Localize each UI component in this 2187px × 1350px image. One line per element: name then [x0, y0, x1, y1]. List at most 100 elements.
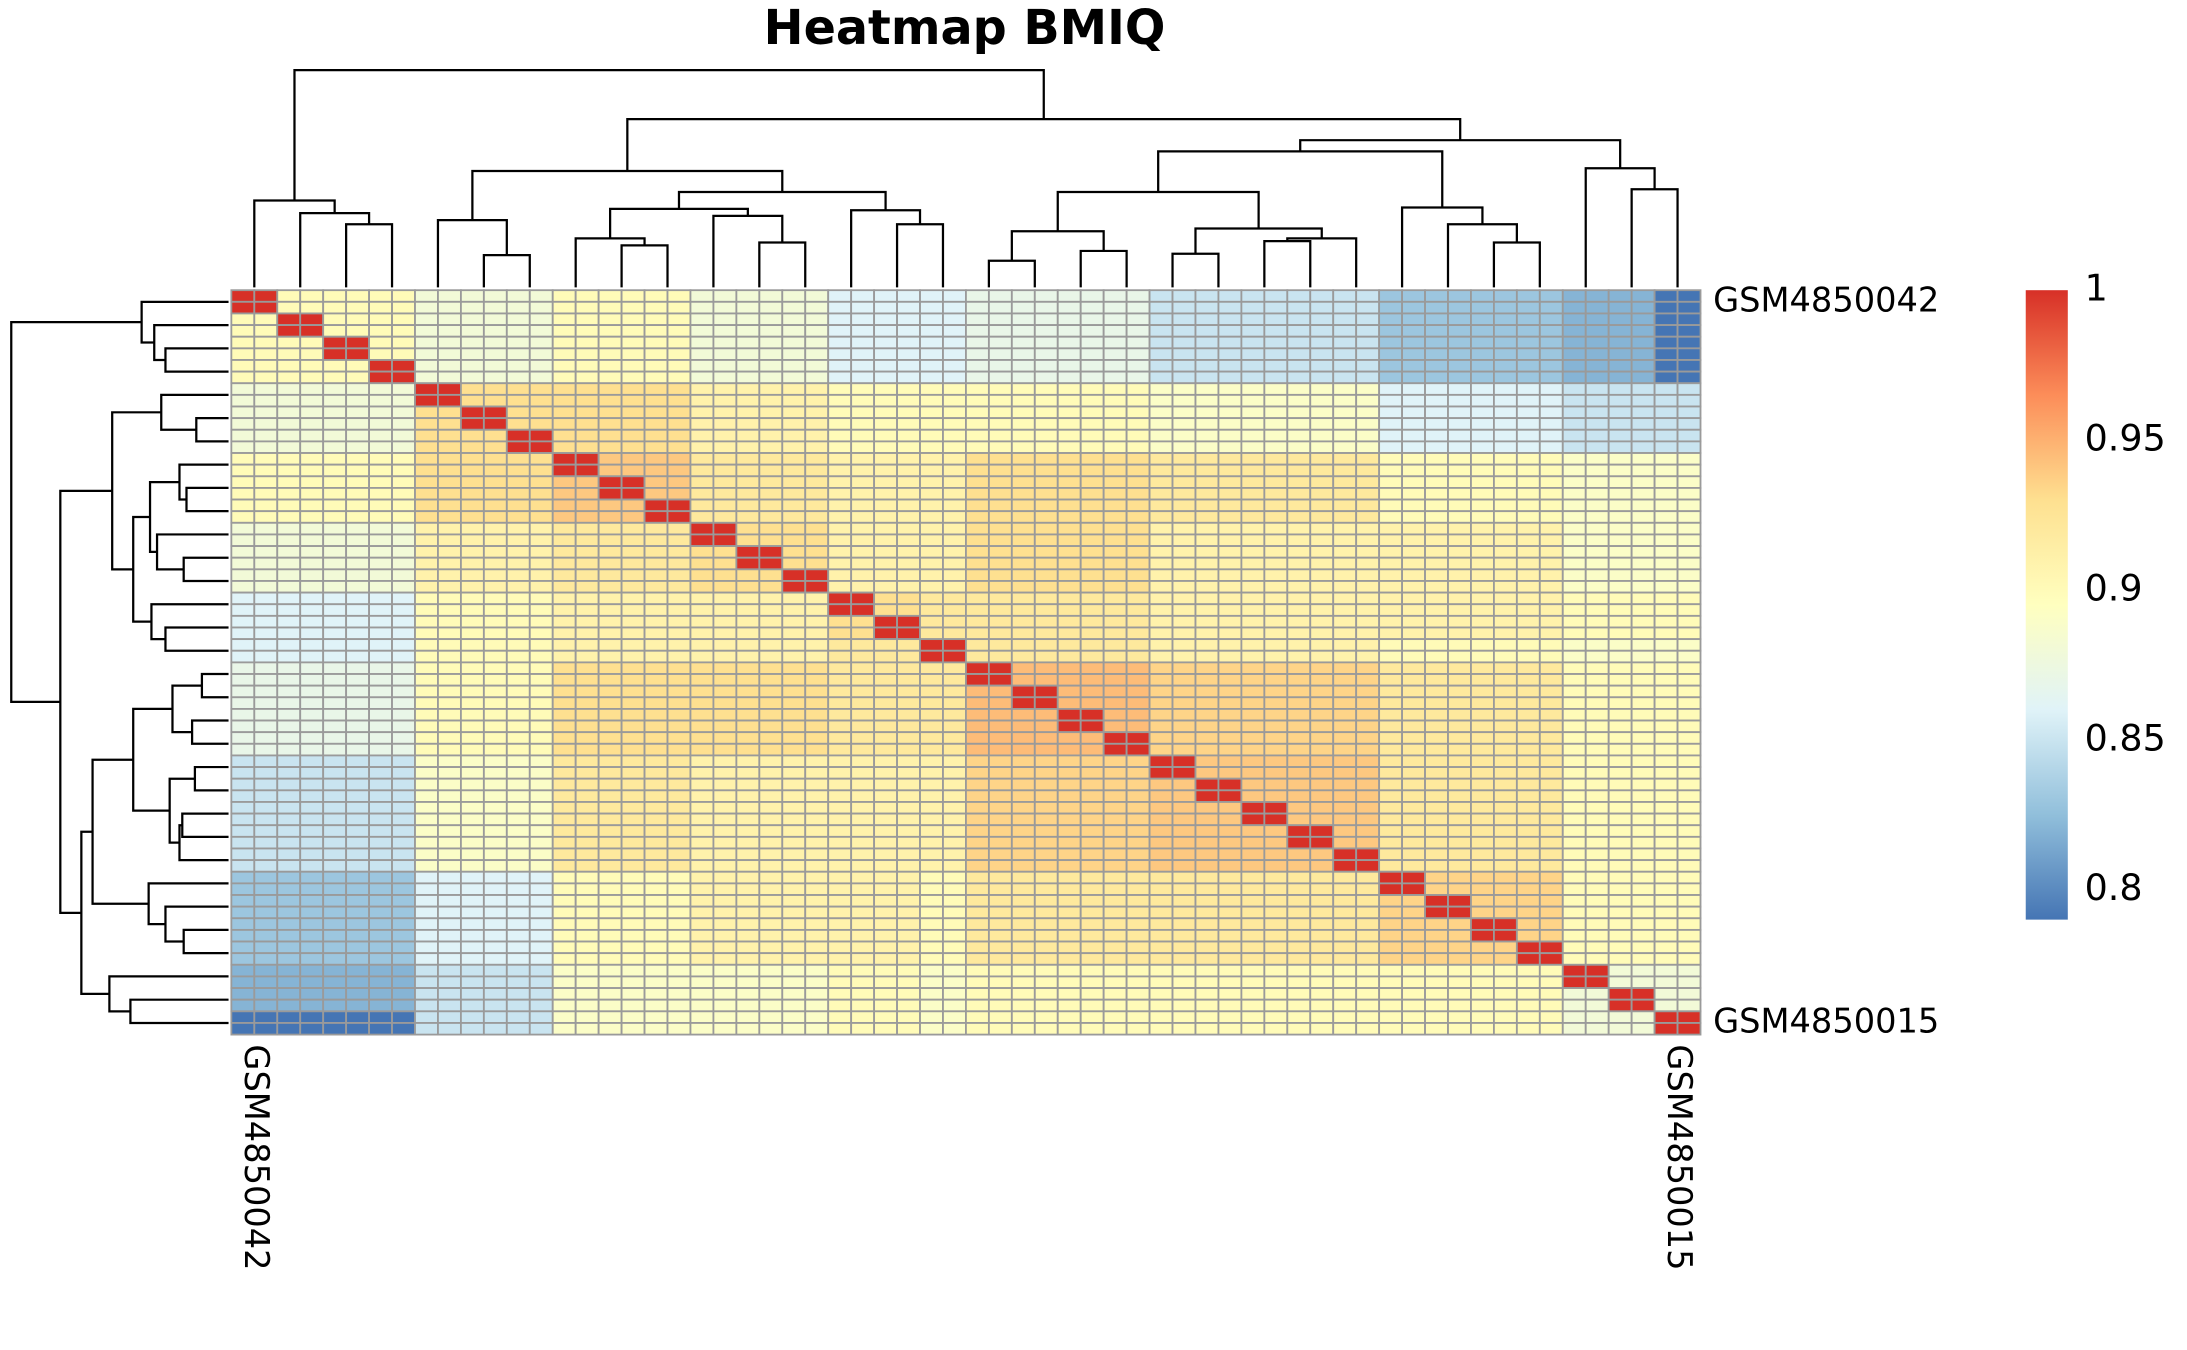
heatmap-cell [1630, 324, 1656, 338]
heatmap-cell [437, 463, 462, 478]
heatmap-cell [919, 882, 944, 896]
heatmap-cell [1653, 684, 1679, 699]
heatmap-cell [459, 719, 485, 734]
heatmap-cell [1033, 905, 1059, 920]
heatmap-cell [1607, 649, 1633, 664]
row-dendrogram [155, 533, 229, 571]
heatmap-cell [987, 300, 1013, 315]
heatmap-cell [574, 626, 600, 641]
heatmap-cell [1056, 754, 1082, 768]
heatmap-cell [230, 952, 256, 966]
heatmap-cell [1148, 556, 1174, 571]
heatmap-cell [1171, 370, 1197, 385]
heatmap-cell [1263, 568, 1289, 582]
heatmap-cell [850, 835, 876, 850]
heatmap-cell [528, 684, 554, 699]
heatmap-cell [1676, 614, 1702, 629]
heatmap-cell [1079, 510, 1105, 524]
heatmap-cell [666, 940, 692, 955]
heatmap-cell [758, 638, 784, 652]
heatmap-cell [896, 766, 921, 780]
heatmap-cell [1217, 452, 1243, 466]
heatmap-cell [414, 870, 439, 885]
heatmap-cell [597, 405, 623, 420]
heatmap-cell [1401, 487, 1426, 501]
heatmap-cell [322, 731, 348, 745]
heatmap-cell [758, 568, 784, 582]
heatmap-cell [666, 428, 692, 443]
heatmap-cell [1561, 603, 1587, 617]
heatmap-cell [322, 975, 348, 989]
heatmap-cell [1033, 626, 1059, 641]
heatmap-cell [735, 696, 761, 710]
heatmap-cell [1515, 289, 1541, 303]
heatmap-cell [276, 533, 302, 547]
row-dendrogram [111, 411, 162, 571]
heatmap-cell [689, 393, 715, 408]
heatmap-cell [1378, 801, 1403, 815]
heatmap-cell [1538, 1010, 1564, 1024]
heatmap-cell [987, 603, 1013, 617]
heatmap-cell [574, 812, 600, 827]
heatmap-cell [574, 824, 600, 838]
heatmap-cell [1217, 300, 1243, 315]
heatmap-cell [299, 928, 325, 943]
heatmap-cell [230, 1010, 256, 1024]
heatmap-cell [1286, 580, 1312, 594]
heatmap-cell [345, 428, 370, 443]
heatmap-cell [1676, 568, 1702, 582]
heatmap-cell [1263, 382, 1289, 396]
heatmap-cell [1378, 626, 1403, 641]
heatmap-cell [1079, 300, 1105, 315]
heatmap-cell [1424, 835, 1449, 850]
heatmap-cell [643, 952, 669, 966]
heatmap-cell [1561, 463, 1587, 478]
heatmap-cell [322, 754, 348, 768]
heatmap-cell [987, 556, 1013, 571]
heatmap-cell [1056, 905, 1082, 920]
heatmap-cell [1194, 463, 1220, 478]
heatmap-cell [942, 324, 967, 338]
heatmap-cell [1561, 742, 1587, 757]
heatmap-cell [482, 556, 508, 571]
heatmap-cell [1102, 335, 1128, 350]
heatmap-cell [1584, 580, 1610, 594]
heatmap-cell [414, 894, 439, 908]
heatmap-cell [1240, 998, 1266, 1013]
heatmap-cell [1561, 998, 1587, 1013]
heatmap-cell [276, 335, 302, 350]
heatmap-cell [574, 545, 600, 559]
heatmap-cell [1286, 475, 1312, 489]
heatmap-cell [1470, 440, 1495, 454]
heatmap-cell [1079, 777, 1105, 792]
heatmap-cell [850, 894, 876, 908]
heatmap-cell [1630, 870, 1656, 885]
heatmap-cell [1355, 312, 1381, 326]
heatmap-cell [1515, 963, 1541, 978]
heatmap-cell [919, 789, 944, 803]
heatmap-cell [1630, 568, 1656, 582]
heatmap-cell [551, 603, 577, 617]
heatmap-cell [643, 417, 669, 431]
heatmap-cell [459, 347, 485, 361]
heatmap-cell [1424, 707, 1449, 722]
heatmap-cell [965, 382, 990, 396]
heatmap-cell [1125, 463, 1151, 478]
heatmap-cell [299, 963, 325, 978]
heatmap-cell [1010, 731, 1036, 745]
heatmap-cell [1033, 591, 1059, 606]
heatmap-cell [482, 568, 508, 582]
heatmap-cell [276, 917, 302, 931]
heatmap-cell [1033, 428, 1059, 443]
heatmap-cell [299, 347, 325, 361]
heatmap-cell [1515, 521, 1541, 536]
heatmap-cell [850, 498, 876, 513]
heatmap-cell [597, 1022, 623, 1036]
heatmap-cell [574, 801, 600, 815]
heatmap-cell [1470, 452, 1495, 466]
heatmap-cell [1470, 568, 1495, 582]
heatmap-cell [1584, 498, 1610, 513]
legend-tick-label: 0.8 [2085, 866, 2143, 909]
heatmap-cell [230, 510, 256, 524]
heatmap-cell [230, 859, 256, 873]
